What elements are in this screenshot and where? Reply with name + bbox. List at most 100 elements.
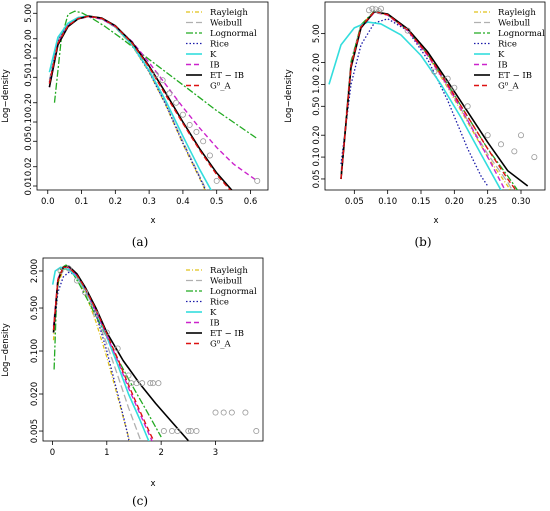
panel-c-empirical-point (73, 277, 80, 284)
panel-c-ytick-label: 0.020 (30, 382, 40, 406)
panel-c-empirical-point (155, 380, 162, 387)
panel-a-ytick-label: 2.00 (24, 29, 34, 48)
panel-b-xtick-label: 0.10 (378, 197, 397, 207)
panel-b-xtick-label: 0.15 (412, 197, 431, 207)
panel-c-label: (c) (132, 494, 148, 508)
panel-a: 0.0 0.1 0.2 0.3 0.4 0.5 0.6 0.010.02 0.050.100.2… (1, 1, 269, 249)
panel-b-xtick-label: 0.05 (345, 197, 364, 207)
panel-b-series-rice (340, 18, 489, 187)
panel-c-frame (42, 257, 264, 442)
panel-b-series-ib (340, 11, 506, 190)
panel-b-legend-label-et-ib: ET − IB (498, 71, 532, 81)
panel-c-legend-label-rayleigh: Rayleigh (210, 266, 248, 276)
panel-c-ytick-label: 0.005 (30, 419, 40, 443)
panel-b-empirical-point (444, 75, 451, 82)
panel-b-empirical-point (531, 154, 538, 161)
panel-b-legend-label-ib: IB (498, 61, 508, 71)
panel-a-legend-label-weibull: Weibull (210, 19, 242, 29)
panel-a-ytick-label: 0.10 (24, 113, 34, 132)
panel-b-empirical-point (451, 84, 458, 91)
panel-a-xtick-label: 0.5 (210, 197, 224, 207)
panel-a-legend-label-rice: Rice (210, 40, 229, 50)
panel-c-ytick-label: 2.000 (30, 259, 40, 283)
panel-c-empirical-point (185, 428, 192, 435)
panel-c-xtick-label: 0 (50, 448, 55, 458)
panel-c-legend-label-rice: Rice (210, 298, 229, 308)
panel-c-series-rayleigh (52, 267, 131, 441)
panel-a-ylabel: Log−density (1, 69, 11, 122)
panel-a-legend-label-g-a: G⁰_A (210, 82, 231, 92)
panel-a-label: (a) (132, 235, 149, 249)
panel-c-ytick-label: 0.500 (30, 296, 40, 320)
panel-b-series-g-a (340, 11, 517, 190)
panel-c-xlabel: x (150, 479, 155, 489)
panel-a-ytick-label: 1.00 (24, 49, 34, 68)
panel-a-xtick-label: 0.6 (244, 197, 258, 207)
panel-b-empirical-point (484, 132, 491, 139)
panel-b-xlabel: x (433, 216, 438, 226)
panel-a-empirical-point (200, 138, 207, 145)
panel-a-empirical-point (166, 90, 173, 97)
panel-c-ylabel: Log−density (1, 323, 11, 376)
panel-a-xtick-label: 0.0 (41, 197, 55, 207)
panel-c-xtick-label: 1 (104, 448, 109, 458)
panel-a-empirical-point (179, 111, 186, 118)
panel-a-legend-label-et-ib: ET − IB (210, 71, 244, 81)
panel-c-series-et-ib (52, 265, 189, 441)
panel-a-series-et-ib (48, 15, 233, 190)
panel-a-empirical-point (173, 99, 180, 106)
panel-c-series-lognormal (53, 264, 162, 438)
panel-b-xtick-label: 0.25 (478, 197, 497, 207)
panel-b-empirical-point (511, 148, 518, 155)
panel-b-empirical-point (464, 103, 471, 110)
panel-b-ytick-label: 0.20 (312, 126, 322, 145)
panel-b-empirical-point (518, 132, 525, 139)
panel-c-empirical-point (220, 409, 227, 416)
panel-b-legend-label-rayleigh: Rayleigh (498, 8, 536, 18)
panel-c-empirical-point (147, 380, 154, 387)
panel-c-series-weibull (52, 267, 142, 441)
panel-b-frame (324, 1, 546, 191)
panel-b-ytick-label: 1.00 (312, 75, 322, 94)
panel-b-label: (b) (414, 235, 431, 249)
panel-a-xtick-label: 0.1 (75, 197, 89, 207)
panel-a-empirical-point (206, 152, 213, 159)
panel-a-xtick-label: 0.3 (142, 197, 156, 207)
panel-c-empirical-point (169, 428, 176, 435)
panel-c-xtick-label: 3 (213, 448, 218, 458)
panel-b-legend-label-g-a: G⁰_A (498, 82, 519, 92)
panel-b-ytick-label: 0.50 (312, 97, 322, 116)
panel-c-legend-label-et-ib: ET − IB (210, 329, 244, 339)
panel-b-series-lognormal (340, 10, 519, 190)
panel-c-empirical-point (82, 289, 89, 296)
panel-a-legend-label-k: K (210, 50, 217, 60)
panel-a-ytick-label: 0.50 (24, 68, 34, 87)
panel-c-empirical-point (160, 428, 167, 435)
panel-b-legend-label-weibull: Weibull (498, 19, 530, 29)
panel-a-ytick-label: 0.20 (24, 93, 34, 112)
panel-a-series-g-a (48, 15, 232, 190)
panel-b-series-k (328, 21, 502, 190)
panel-c-legend-label-lognormal: Lognormal (210, 287, 257, 297)
panel-a-xlabel: x (150, 216, 155, 226)
panel-c-series-g-a (52, 266, 155, 441)
panel-c-legend-label-g-a: G⁰_A (210, 340, 231, 350)
panel-b-empirical-point (431, 68, 438, 75)
panel-a-series-lognormal (53, 10, 258, 140)
panel-c-empirical-point (193, 428, 200, 435)
panel-c-empirical-point (212, 409, 219, 416)
panel-c-empirical-point (174, 428, 181, 435)
panel-c-legend-label-ib: IB (210, 319, 220, 329)
panel-c-legend-label-weibull: Weibull (210, 277, 242, 287)
panel-c: 0 1 2 3 0.005 0.020 0.100 0.500 2.000 x Log−dens… (1, 257, 264, 508)
panel-a-ytick-label: 0.01 (24, 177, 34, 196)
panel-b-ytick-label: 5.00 (312, 24, 322, 43)
panel-b-empirical-point (404, 27, 411, 34)
panel-c-empirical-point (125, 372, 132, 379)
panel-c-empirical-point (65, 265, 72, 272)
panel-a-empirical-point (152, 71, 159, 78)
panel-c-series-k (51, 266, 150, 441)
